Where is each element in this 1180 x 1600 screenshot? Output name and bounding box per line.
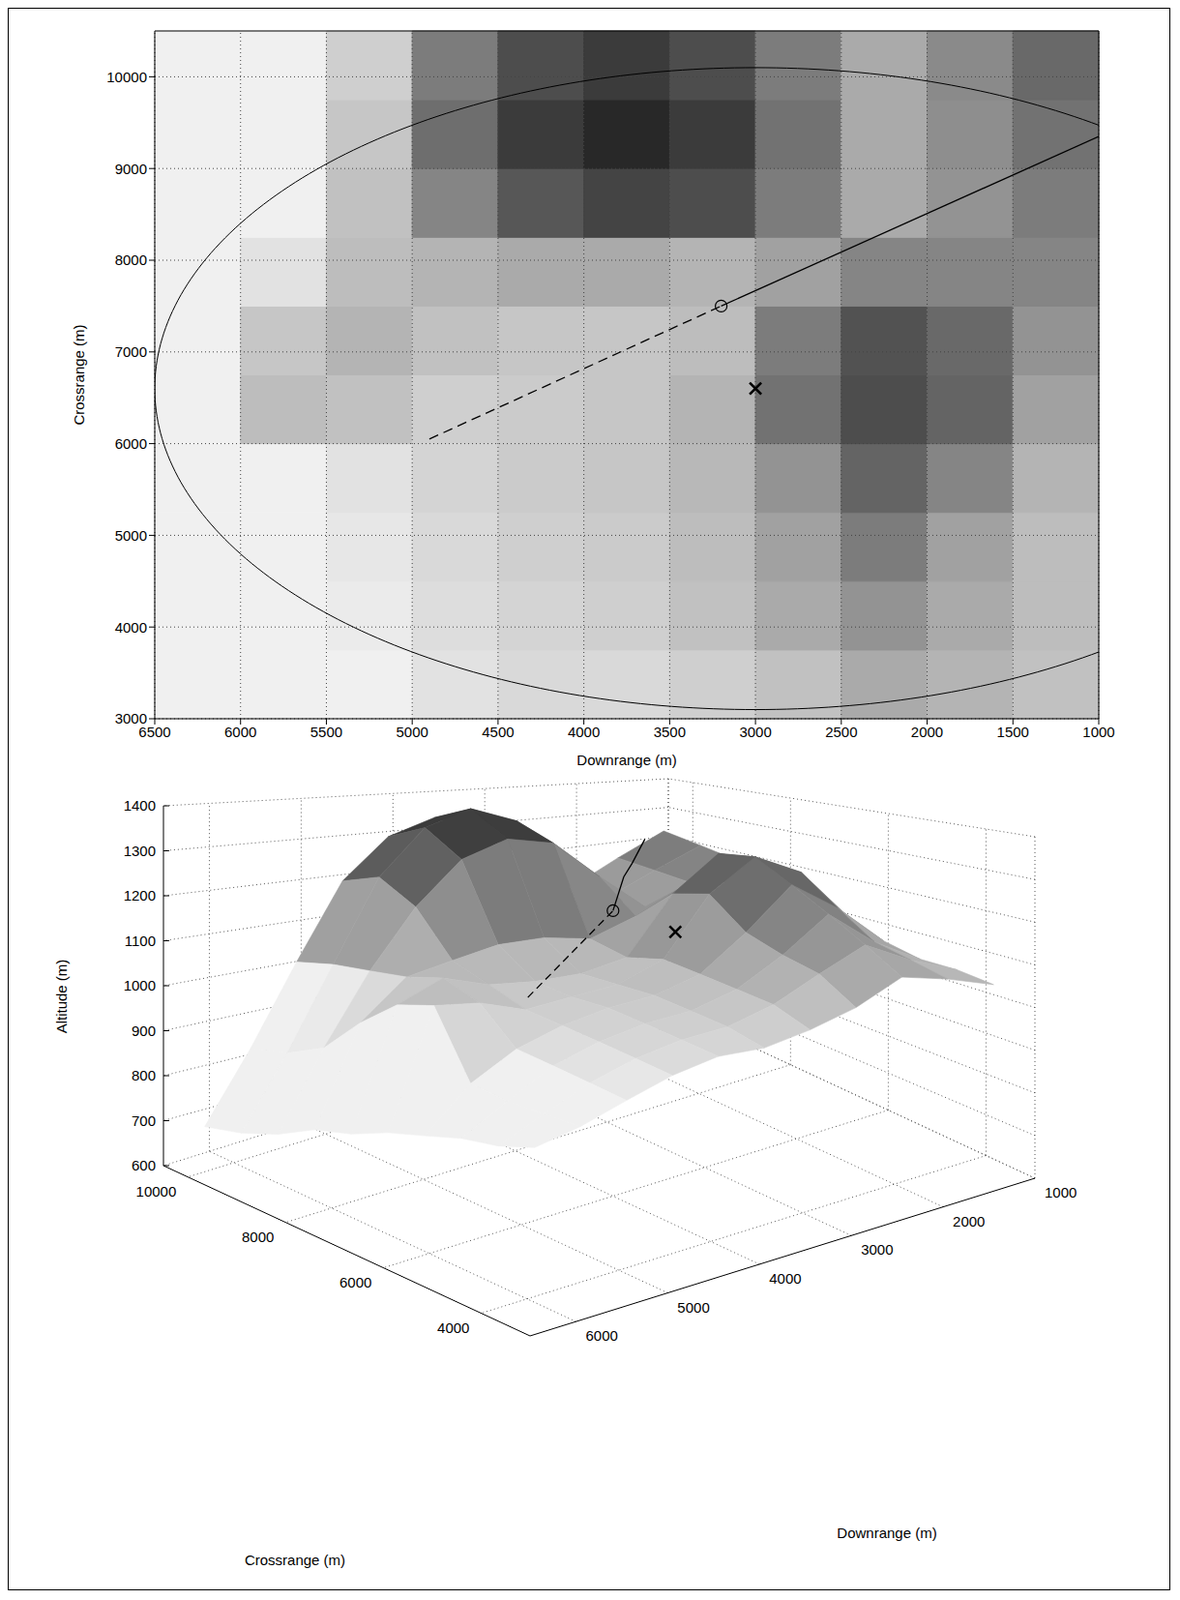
svg-text:2000: 2000: [952, 1212, 985, 1230]
svg-text:600: 600: [131, 1156, 156, 1174]
svg-text:700: 700: [131, 1112, 156, 1129]
svg-text:6000: 6000: [585, 1327, 618, 1344]
svg-text:1400: 1400: [123, 796, 156, 814]
svg-text:3500: 3500: [653, 723, 686, 740]
svg-text:Downrange (m): Downrange (m): [836, 1524, 937, 1541]
svg-text:6000: 6000: [115, 435, 148, 452]
svg-text:800: 800: [131, 1066, 156, 1084]
svg-text:2500: 2500: [825, 723, 857, 740]
svg-text:8000: 8000: [241, 1228, 274, 1245]
svg-text:6000: 6000: [224, 723, 257, 740]
svg-text:9000: 9000: [115, 160, 148, 177]
svg-text:1000: 1000: [123, 976, 156, 994]
svg-text:3000: 3000: [860, 1240, 893, 1258]
svg-text:4000: 4000: [567, 723, 600, 740]
svg-text:6500: 6500: [138, 723, 171, 740]
svg-text:1000: 1000: [1044, 1183, 1077, 1201]
svg-text:3000: 3000: [738, 723, 771, 740]
svg-text:4000: 4000: [437, 1319, 470, 1336]
svg-text:Altitude (m): Altitude (m): [53, 959, 70, 1034]
svg-text:3000: 3000: [115, 709, 148, 727]
svg-text:1000: 1000: [1082, 723, 1115, 740]
svg-text:10000: 10000: [106, 68, 148, 86]
svg-text:1500: 1500: [997, 723, 1030, 740]
svg-text:4000: 4000: [768, 1269, 801, 1287]
svg-text:1300: 1300: [123, 842, 156, 859]
svg-text:1100: 1100: [124, 932, 156, 949]
svg-text:7000: 7000: [115, 343, 148, 360]
svg-text:8000: 8000: [115, 251, 148, 268]
svg-text:4500: 4500: [481, 723, 514, 740]
svg-text:5000: 5000: [115, 527, 148, 544]
svg-text:5500: 5500: [310, 723, 343, 740]
svg-text:6000: 6000: [339, 1273, 372, 1291]
svg-text:900: 900: [131, 1022, 156, 1039]
svg-text:2000: 2000: [911, 723, 944, 740]
svg-text:Downrange (m): Downrange (m): [576, 751, 677, 768]
svg-text:5000: 5000: [395, 723, 428, 740]
svg-text:4000: 4000: [115, 619, 148, 636]
svg-text:Crossrange (m): Crossrange (m): [244, 1551, 346, 1568]
svg-text:1200: 1200: [123, 886, 156, 904]
svg-text:5000: 5000: [677, 1298, 709, 1316]
svg-text:10000: 10000: [136, 1182, 177, 1200]
svg-text:Crossrange (m): Crossrange (m): [70, 324, 88, 425]
